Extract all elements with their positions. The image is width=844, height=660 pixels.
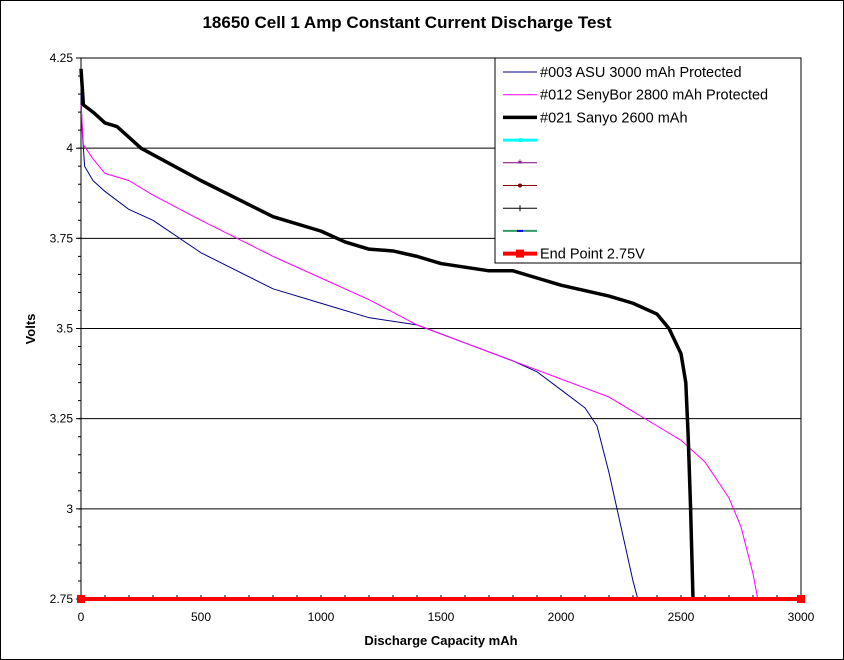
- x-tick-label: 0: [78, 610, 85, 624]
- legend-marker: [519, 138, 522, 143]
- y-tick-label: 3.5: [56, 322, 73, 336]
- legend-marker: [516, 249, 524, 258]
- legend-marker: [517, 229, 523, 232]
- y-axis-label: Volts: [23, 314, 38, 345]
- y-tick-label: 4.25: [50, 51, 74, 65]
- x-tick-label: 3000: [788, 610, 815, 624]
- legend-label: #003 ASU 3000 mAh Protected: [540, 65, 742, 81]
- legend-label: #012 SenyBor 2800 mAh Protected: [540, 88, 768, 104]
- legend-box: [494, 57, 802, 264]
- series-line: [80, 94, 639, 600]
- legend-label: #021 Sanyo 2600 mAh: [540, 110, 688, 126]
- series-line: [79, 68, 695, 600]
- x-tick-label: 1500: [428, 610, 455, 624]
- x-tick-label: 500: [191, 610, 211, 624]
- series-line: [80, 104, 759, 600]
- chart-title: 18650 Cell 1 Amp Constant Current Discha…: [202, 13, 611, 32]
- y-tick-label: 3.25: [50, 412, 74, 426]
- y-tick-label: 4: [66, 141, 73, 155]
- y-tick-label: 3.75: [50, 231, 74, 245]
- endpoint-marker: [77, 595, 85, 603]
- y-tick-label: 2.75: [50, 592, 74, 606]
- legend-label: End Point 2.75V: [540, 247, 645, 263]
- x-tick-label: 2500: [668, 610, 695, 624]
- y-tick-label: 3: [66, 502, 73, 516]
- legend-marker: [518, 183, 522, 188]
- x-tick-label: 1000: [308, 610, 335, 624]
- legend-marker-asterisk: *: [518, 157, 523, 171]
- x-axis-label: Discharge Capacity mAh: [364, 633, 517, 648]
- endpoint-marker: [797, 595, 805, 603]
- x-tick-label: 2000: [548, 610, 575, 624]
